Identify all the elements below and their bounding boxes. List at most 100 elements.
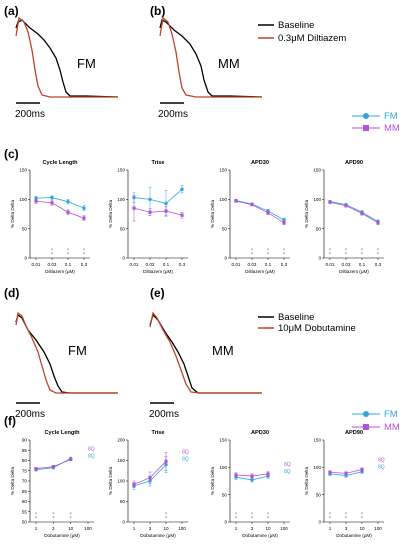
- data-point-mm: [234, 473, 238, 477]
- x-axis-label: Diltiazem (μM): [245, 269, 275, 274]
- legend-marker-mm-bottom: [363, 424, 369, 430]
- x-tick-label: 0.01: [32, 262, 41, 267]
- significance-star: *: [377, 248, 380, 254]
- y-tick-label: 75: [22, 468, 28, 473]
- y-tick-label: 50: [222, 492, 228, 497]
- y-tick-label: 150: [219, 438, 227, 443]
- y-tick-label: 50: [22, 520, 28, 525]
- y-tick-label: 0: [318, 256, 321, 261]
- x-tick-label: 100: [374, 526, 382, 531]
- y-tick-label: 50: [222, 226, 228, 231]
- chart-c3: APD30 0 50 100 150 0.01 0.03 0.1 0.3 Diltiazem (μ…: [210, 160, 290, 274]
- data-point-mm: [234, 199, 238, 203]
- significance-star: *: [345, 512, 348, 518]
- significance-star: *: [267, 248, 270, 254]
- significance-star: *: [283, 252, 286, 258]
- y-tick-label: 100: [313, 197, 321, 202]
- significance-star: *: [345, 252, 348, 258]
- x-tick-label: 0.1: [359, 262, 366, 267]
- y-axis-label: % Delta Delta: [210, 467, 215, 496]
- x-tick-label: 0.1: [163, 262, 170, 267]
- significance-star: *: [361, 512, 364, 518]
- x-axis-label: Diltiazem (μM): [339, 269, 369, 274]
- x-tick-label: 0.3: [375, 262, 382, 267]
- x-tick-label: 1: [235, 526, 238, 531]
- legend-marker-fm-bottom: [363, 411, 369, 417]
- drug-trace-e: [149, 311, 262, 394]
- significance-star: *: [165, 512, 168, 518]
- y-tick-label: 85: [22, 448, 28, 453]
- data-point-fm: [66, 199, 70, 204]
- series-line-mm: [35, 200, 85, 219]
- trace-legend-top: Baseline 0.3μM Diltiazem: [258, 20, 346, 44]
- baseline-trace-e: [149, 313, 262, 394]
- panel-label-c: (c): [4, 147, 19, 161]
- data-point-mm: [34, 199, 38, 203]
- data-point-mm: [148, 210, 152, 214]
- x-tick-label: 100: [84, 526, 92, 531]
- legend-fm-bottom: FM: [384, 409, 398, 420]
- data-point-mm: [250, 203, 254, 207]
- data-point-mm: [164, 459, 168, 463]
- x-tick-label: 10: [359, 526, 365, 531]
- data-point-fm: [250, 478, 254, 482]
- trace-label-fm-top: FM: [77, 56, 96, 71]
- data-point-fm: [164, 201, 168, 206]
- data-point-fm: [34, 196, 38, 200]
- legend-marker-mm-top: [363, 125, 369, 131]
- data-point-mm: [266, 211, 270, 215]
- series-line-fm: [133, 189, 183, 204]
- significance-star: *: [67, 248, 70, 254]
- y-tick-label: 50: [120, 499, 126, 504]
- baseline-trace-b: [159, 19, 263, 98]
- y-axis-label: % Delta Delta: [108, 467, 113, 496]
- x-tick-label: 1: [35, 526, 38, 531]
- significance-star: *: [251, 516, 254, 522]
- trace-label-fm-bottom: FM: [68, 343, 87, 358]
- chart-c1: Cycle Length 0 50 100 150 0.01 0.03 0.1 0.3 Dilti…: [10, 160, 90, 274]
- significance-star: *: [267, 516, 270, 522]
- trace-panel-b: MM 200ms: [158, 16, 263, 120]
- x-tick-label: 0.03: [146, 262, 155, 267]
- x-tick-label: 0.03: [48, 262, 57, 267]
- x-tick-label: 0.01: [232, 262, 241, 267]
- y-tick-label: 200: [117, 438, 125, 443]
- significance-star: *: [35, 516, 38, 522]
- significance-star: *: [67, 252, 70, 258]
- x-tick-label: 3: [52, 526, 55, 531]
- drug-trace-d: [15, 311, 118, 394]
- scale-bar-label-b: 200ms: [158, 109, 188, 120]
- data-point-mm: [50, 201, 54, 205]
- trace-panel-e: MM 200ms: [149, 311, 262, 420]
- x-tick-label: 0.3: [81, 262, 88, 267]
- x-axis-label: Dobutamine (μM): [140, 533, 176, 538]
- drug-trace-b: [159, 16, 262, 98]
- y-tick-label: 150: [117, 458, 125, 463]
- data-point-fm: [50, 195, 54, 200]
- y-tick-label: 100: [117, 197, 125, 202]
- x-tick-label: 3: [149, 526, 152, 531]
- panel-label-b: (b): [150, 4, 165, 18]
- significance-star: *: [377, 252, 380, 258]
- significance-label: 8Q: [88, 446, 95, 452]
- trace-panel-a: FM 200ms: [15, 16, 119, 120]
- chart-c2: Trise 0 50 100 150 0.01 0.03 0.1 0.3 Diltiazem (μ…: [108, 160, 188, 274]
- significance-star: *: [69, 512, 72, 518]
- y-tick-label: 0: [224, 520, 227, 525]
- x-tick-label: 10: [68, 526, 74, 531]
- data-point-mm: [250, 474, 254, 478]
- y-tick-label: 60: [22, 499, 28, 504]
- x-tick-label: 0.3: [281, 262, 288, 267]
- y-tick-label: 150: [313, 438, 321, 443]
- x-tick-label: 3: [251, 526, 254, 531]
- significance-label: 8Q: [182, 456, 189, 462]
- y-tick-label: 50: [316, 492, 322, 497]
- significance-star: *: [251, 252, 254, 258]
- chart-title: Trise: [151, 160, 164, 166]
- x-axis-label: Diltiazem (μM): [45, 269, 75, 274]
- panel-label-d: (d): [4, 286, 19, 300]
